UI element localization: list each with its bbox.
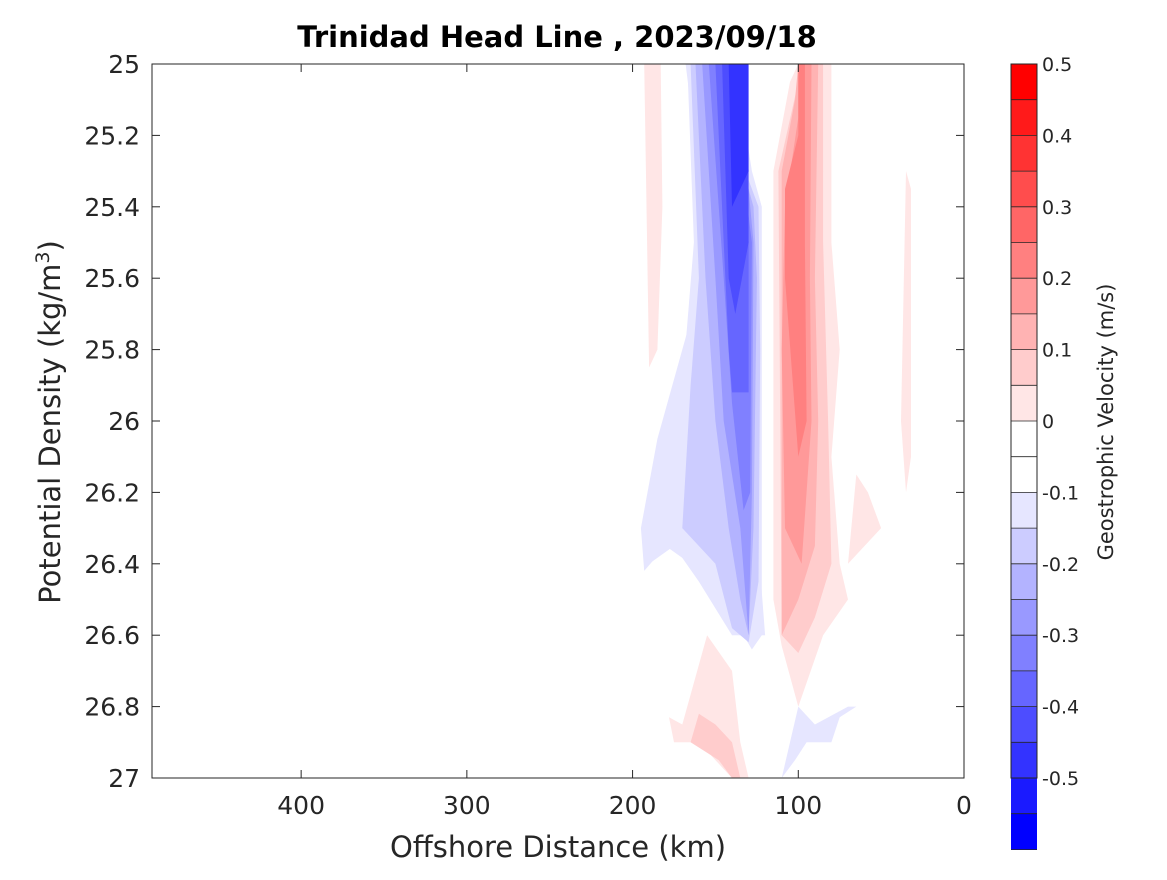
y-tick-label: 26.4 (84, 550, 140, 579)
colorbar (1010, 63, 1038, 850)
y-axis-label: Potential Density (kg/m3) (32, 240, 67, 604)
colorbar-frame (1010, 63, 1038, 779)
x-axis-ticks: 400 300 200 100 0 (277, 64, 972, 820)
y-tick-label: 26.6 (84, 621, 140, 650)
contour-region-negative-7 (728, 64, 749, 207)
colorbar-swatch (1011, 635, 1037, 672)
y-tick-label: 27 (108, 764, 140, 793)
colorbar-swatch (1011, 670, 1037, 708)
colorbar-tick-label: -0.2 (1042, 554, 1079, 576)
colorbar-tick-label: 0.3 (1042, 197, 1072, 219)
x-tick-label: 300 (443, 791, 491, 820)
colorbar-swatch (1011, 313, 1037, 351)
y-tick-label: 25.8 (84, 336, 140, 365)
x-tick-label: 0 (956, 791, 972, 820)
colorbar-tick-label: 0.5 (1042, 54, 1072, 76)
colorbar-tick-label: -0.5 (1042, 768, 1079, 790)
colorbar-swatch (1011, 706, 1037, 743)
contour-region-positive-shore-strip (901, 171, 911, 493)
y-tick-label: 25 (108, 50, 140, 79)
colorbar-swatch (1011, 563, 1037, 601)
colorbar-tick-label: -0.3 (1042, 625, 1079, 647)
colorbar-tick-label: -0.1 (1042, 482, 1079, 504)
colorbar-swatch (1011, 742, 1037, 779)
colorbar-swatch (1011, 171, 1037, 208)
colorbar-tick-label: -0.4 (1042, 697, 1079, 719)
contour-layer (640, 64, 911, 778)
y-tick-label: 25.6 (84, 264, 140, 293)
colorbar-tick-label: 0.4 (1042, 125, 1072, 147)
x-tick-label: 200 (609, 791, 657, 820)
y-axis-ticks: 25 25.2 25.4 25.6 25.8 26 26.2 26.4 26.6 26.8 27 (84, 50, 964, 793)
contour-region-positive-offshore (644, 64, 663, 368)
colorbar-swatch (1011, 349, 1037, 386)
x-axis-label: Offshore Distance (km) (390, 830, 726, 864)
y-tick-label: 25.2 (84, 121, 140, 150)
colorbar-swatch (1011, 778, 1037, 815)
colorbar-swatch (1011, 64, 1037, 101)
colorbar-tick-label: 0 (1042, 411, 1054, 433)
colorbar-swatch (1011, 813, 1037, 850)
y-axis-label-end: ) (33, 240, 67, 251)
colorbar-swatch (1011, 456, 1037, 493)
colorbar-swatch (1011, 599, 1037, 636)
colorbar-ticks: 0.5 0.4 0.3 0.2 0.1 0 -0.1 -0.2 -0.3 -0.4 -0.5 (1042, 54, 1079, 790)
y-axis-label-superscript: 3 (32, 251, 54, 263)
y-tick-label: 26 (108, 407, 140, 436)
x-tick-label: 400 (277, 791, 325, 820)
colorbar-swatch (1011, 278, 1037, 315)
contour-region-positive-deep-1 (690, 713, 741, 778)
colorbar-label: Geostrophic Velocity (m/s) (1094, 284, 1118, 561)
colorbar-swatch (1011, 135, 1037, 172)
contour-region-negative-deep (781, 706, 857, 778)
y-axis-label-main: Potential Density (kg/m (33, 264, 67, 604)
colorbar-swatch (1011, 242, 1037, 279)
x-tick-label: 100 (774, 791, 822, 820)
plot-area (152, 64, 964, 778)
colorbar-tick-label: 0.2 (1042, 268, 1072, 290)
contour-region-positive-4 (785, 64, 807, 457)
y-tick-label: 25.4 (84, 193, 140, 222)
colorbar-swatch (1011, 421, 1037, 458)
chart-title: Trinidad Head Line , 2023/09/18 (297, 20, 817, 54)
colorbar-swatch (1011, 99, 1037, 136)
y-tick-label: 26.2 (84, 478, 140, 507)
y-tick-label: 26.8 (84, 693, 140, 722)
colorbar-swatch (1011, 385, 1037, 422)
contour-region-positive-shore-patch (848, 474, 882, 564)
colorbar-tick-label: 0.1 (1042, 340, 1072, 362)
colorbar-swatch (1011, 206, 1037, 244)
colorbar-swatch (1011, 492, 1037, 529)
colorbar-swatch (1011, 528, 1037, 565)
